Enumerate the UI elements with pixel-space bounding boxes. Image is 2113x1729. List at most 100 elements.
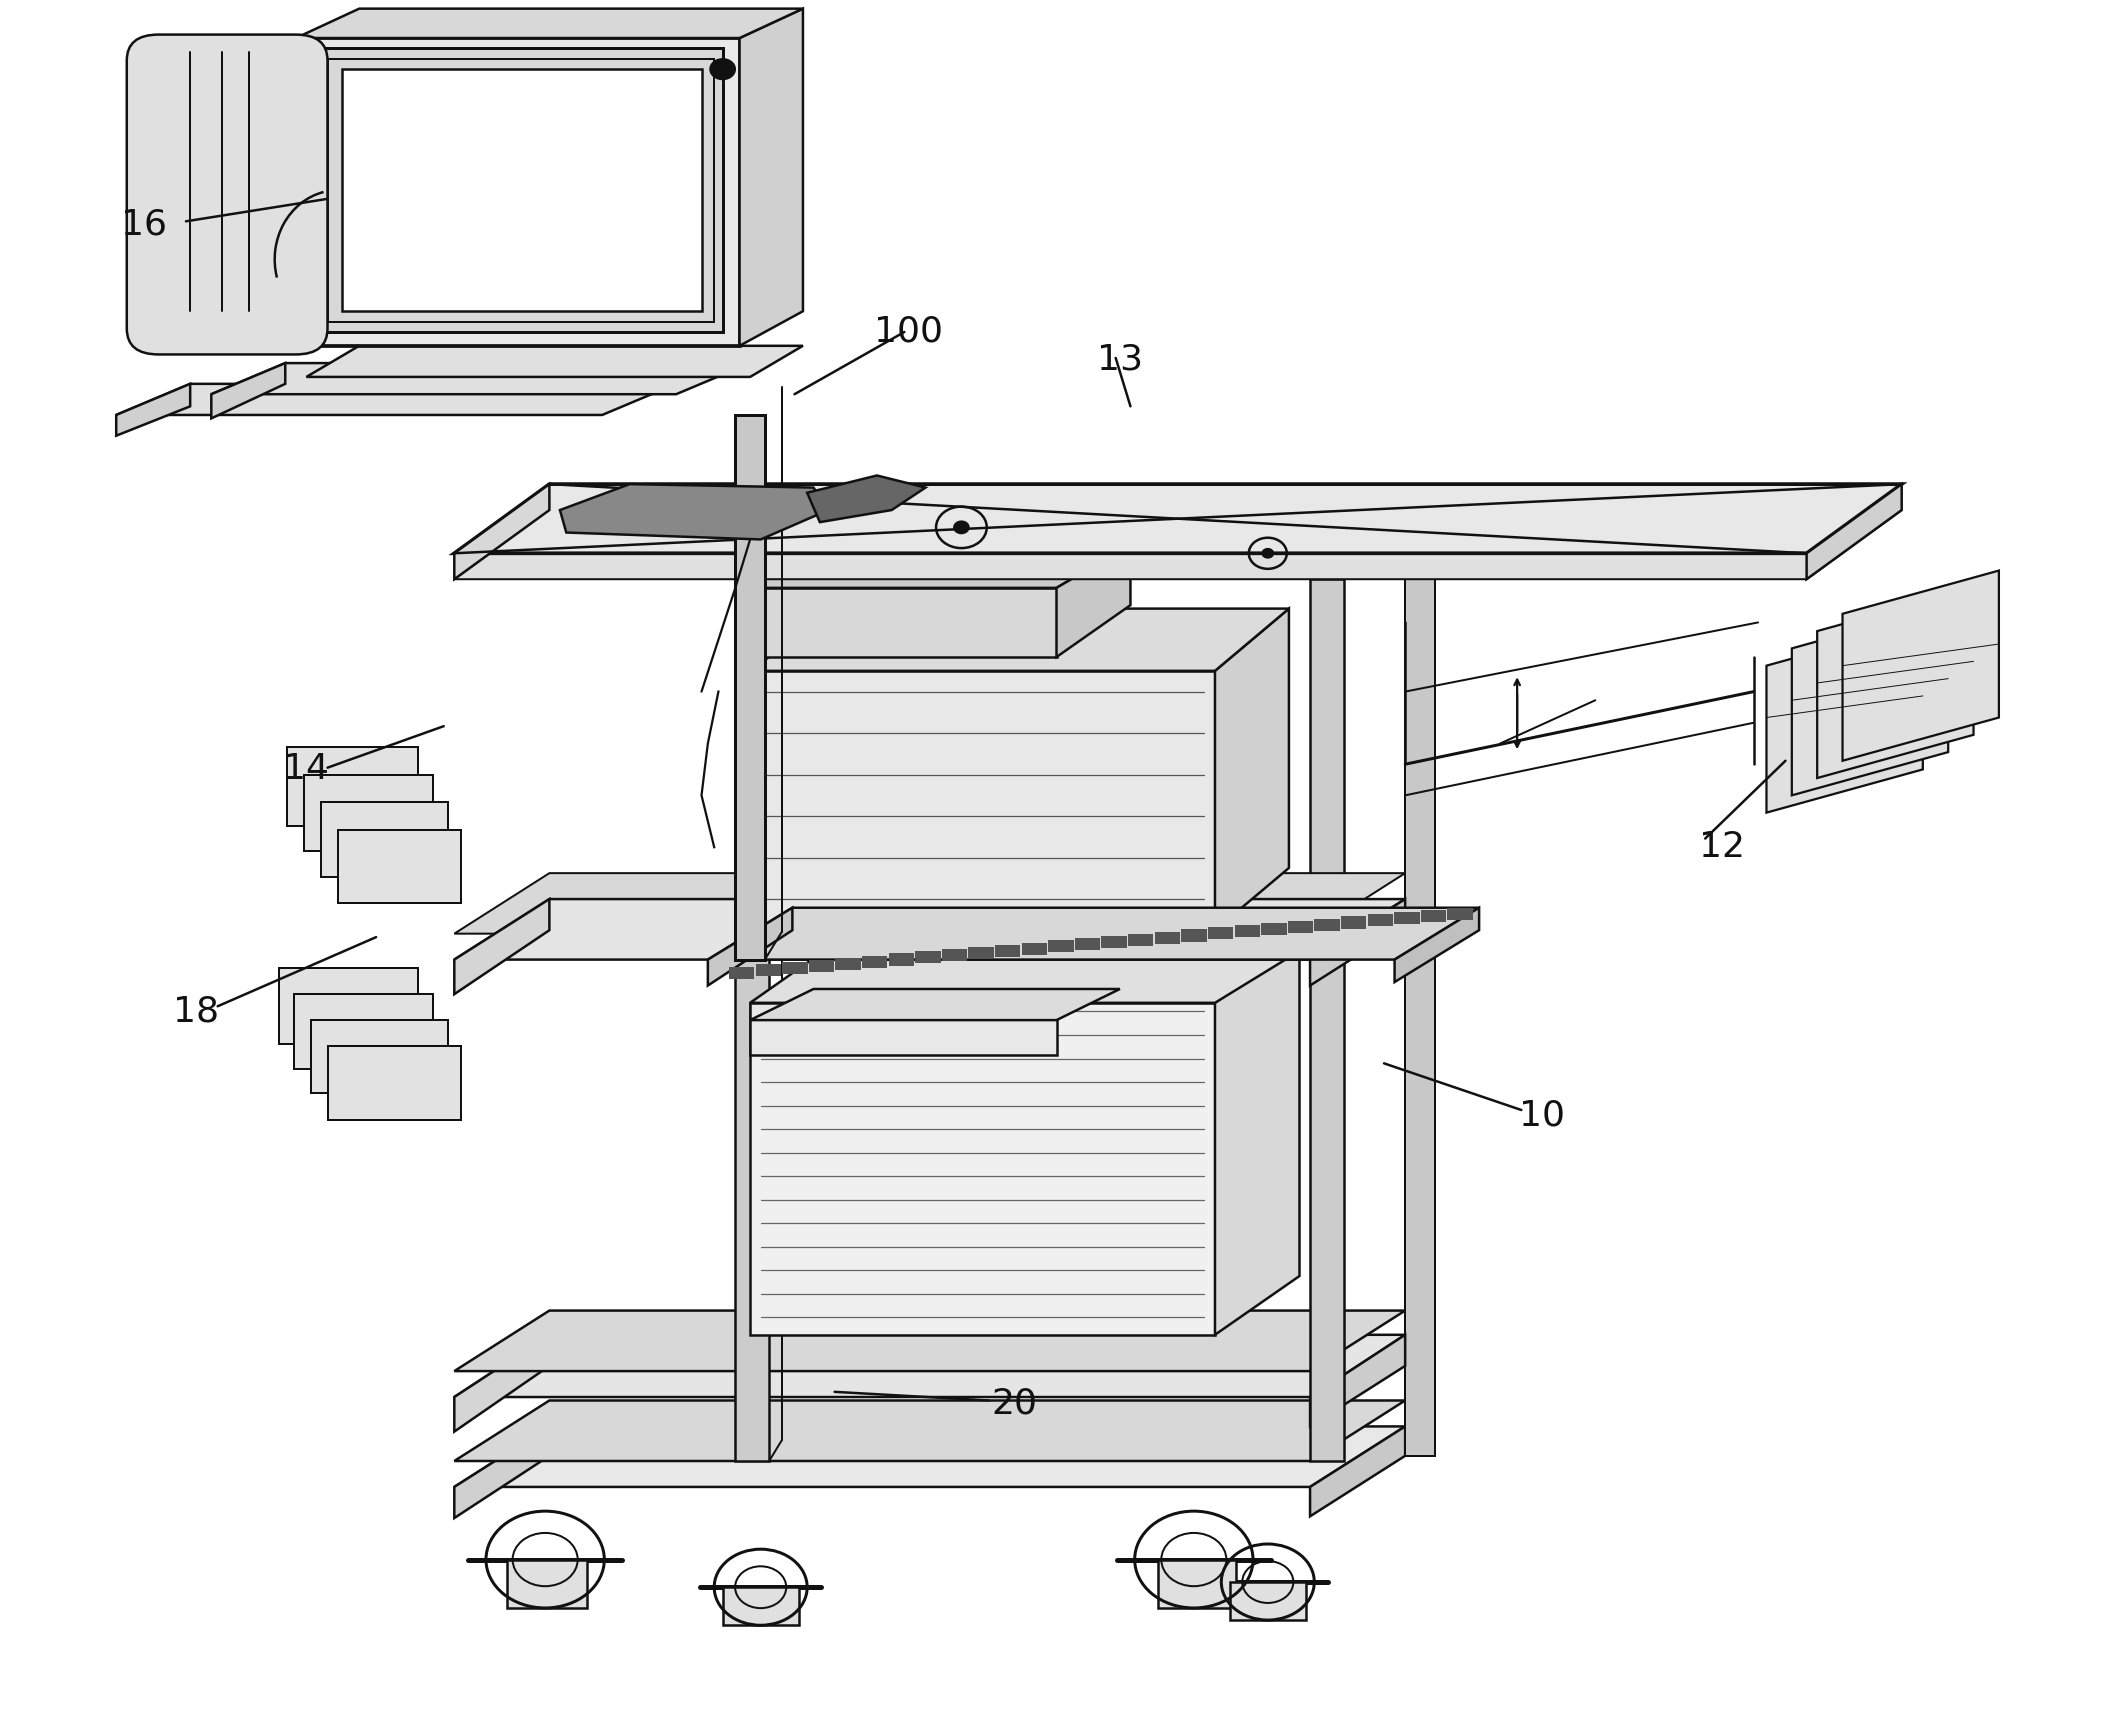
- Polygon shape: [750, 989, 1120, 1020]
- Polygon shape: [807, 475, 925, 522]
- Bar: [1048, 941, 1073, 953]
- Polygon shape: [306, 346, 803, 377]
- Text: 20: 20: [991, 1387, 1037, 1421]
- Polygon shape: [311, 1020, 448, 1093]
- Polygon shape: [454, 1335, 549, 1432]
- Text: 14: 14: [283, 752, 330, 787]
- FancyBboxPatch shape: [127, 35, 328, 354]
- Bar: [1076, 939, 1101, 951]
- Polygon shape: [1215, 609, 1289, 930]
- Polygon shape: [328, 1046, 461, 1120]
- Polygon shape: [708, 908, 792, 986]
- Polygon shape: [735, 510, 769, 1461]
- Bar: [915, 951, 940, 963]
- Polygon shape: [1310, 579, 1344, 1461]
- Polygon shape: [750, 1003, 1056, 1055]
- Bar: [1128, 934, 1154, 946]
- Polygon shape: [338, 830, 461, 903]
- Polygon shape: [116, 384, 676, 415]
- Polygon shape: [1395, 908, 1479, 982]
- Polygon shape: [1843, 571, 1999, 761]
- Polygon shape: [560, 484, 828, 539]
- Polygon shape: [1405, 510, 1435, 1456]
- Polygon shape: [454, 484, 1902, 553]
- Bar: [942, 949, 968, 961]
- Bar: [1154, 932, 1179, 944]
- Polygon shape: [1310, 1335, 1405, 1426]
- Polygon shape: [454, 1335, 1405, 1397]
- Polygon shape: [1817, 588, 1974, 778]
- Bar: [1314, 918, 1340, 930]
- Bar: [1342, 916, 1367, 928]
- Text: 12: 12: [1699, 830, 1745, 864]
- Bar: [1287, 922, 1312, 934]
- Polygon shape: [342, 69, 702, 311]
- Polygon shape: [287, 747, 418, 826]
- Polygon shape: [454, 899, 1405, 960]
- Bar: [1023, 942, 1048, 954]
- Bar: [968, 947, 993, 960]
- Polygon shape: [1215, 942, 1299, 1335]
- Polygon shape: [211, 363, 285, 418]
- Polygon shape: [750, 609, 1289, 671]
- Polygon shape: [750, 951, 1299, 1003]
- Polygon shape: [454, 873, 1405, 934]
- Bar: [835, 958, 860, 970]
- Bar: [809, 960, 835, 972]
- Bar: [1209, 927, 1234, 939]
- Circle shape: [710, 59, 735, 80]
- Polygon shape: [454, 510, 1902, 579]
- Polygon shape: [116, 384, 190, 436]
- Bar: [1420, 909, 1445, 922]
- Bar: [756, 965, 782, 977]
- Bar: [862, 956, 887, 968]
- Polygon shape: [294, 994, 433, 1069]
- Circle shape: [953, 520, 970, 534]
- Polygon shape: [454, 484, 549, 579]
- Polygon shape: [454, 899, 549, 994]
- Bar: [782, 961, 807, 973]
- Text: 16: 16: [120, 207, 167, 242]
- Polygon shape: [1056, 545, 1130, 657]
- Polygon shape: [507, 1560, 587, 1608]
- Polygon shape: [1807, 484, 1902, 579]
- Circle shape: [1261, 548, 1274, 558]
- Bar: [1261, 923, 1287, 935]
- Polygon shape: [313, 48, 723, 332]
- Polygon shape: [1792, 605, 1948, 795]
- Polygon shape: [321, 802, 448, 877]
- Bar: [1181, 930, 1207, 942]
- Polygon shape: [296, 38, 740, 346]
- Polygon shape: [296, 9, 803, 38]
- Polygon shape: [211, 363, 750, 394]
- Polygon shape: [750, 588, 1056, 657]
- Polygon shape: [279, 968, 418, 1044]
- Polygon shape: [454, 1311, 1405, 1371]
- Polygon shape: [750, 545, 1130, 588]
- Polygon shape: [750, 1003, 1215, 1335]
- Polygon shape: [1158, 1560, 1236, 1608]
- Text: 100: 100: [875, 315, 942, 349]
- Polygon shape: [1310, 1426, 1405, 1516]
- Polygon shape: [165, 325, 317, 346]
- Polygon shape: [1230, 1582, 1306, 1620]
- Bar: [1447, 908, 1473, 920]
- Polygon shape: [304, 775, 433, 851]
- Polygon shape: [1310, 899, 1405, 986]
- Bar: [890, 953, 915, 965]
- Polygon shape: [454, 1426, 549, 1518]
- Polygon shape: [708, 908, 1479, 960]
- Text: 18: 18: [173, 994, 220, 1029]
- Text: 13: 13: [1097, 342, 1143, 377]
- Bar: [1395, 913, 1420, 925]
- Bar: [1234, 925, 1259, 937]
- Polygon shape: [723, 1587, 799, 1625]
- Polygon shape: [740, 9, 803, 346]
- Polygon shape: [1766, 622, 1923, 813]
- Polygon shape: [169, 38, 300, 325]
- Bar: [1367, 915, 1392, 927]
- Polygon shape: [750, 671, 1215, 930]
- Polygon shape: [454, 1400, 1405, 1461]
- Bar: [1101, 935, 1126, 947]
- Bar: [729, 967, 754, 979]
